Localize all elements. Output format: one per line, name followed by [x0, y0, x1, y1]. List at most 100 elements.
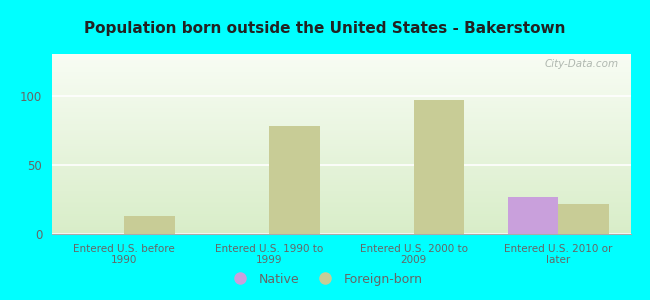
Bar [413, 100, 464, 234]
Bar [52, 175, 630, 176]
Bar [52, 169, 630, 171]
Bar [52, 220, 630, 221]
Bar [52, 167, 630, 169]
Bar [52, 162, 630, 164]
Bar [52, 113, 630, 115]
Bar [52, 58, 630, 59]
Bar [52, 94, 630, 95]
Bar [52, 97, 630, 99]
Bar [52, 187, 630, 189]
Bar [52, 158, 630, 160]
Bar [52, 128, 630, 130]
Bar [52, 180, 630, 182]
Bar [269, 126, 320, 234]
Bar [52, 155, 630, 157]
Bar [52, 70, 630, 72]
Bar [52, 115, 630, 117]
Bar [52, 68, 630, 70]
Bar [52, 90, 630, 92]
Bar [52, 99, 630, 101]
Bar [52, 223, 630, 225]
Bar [52, 124, 630, 126]
Bar [52, 196, 630, 198]
Bar [52, 77, 630, 79]
Bar [52, 157, 630, 158]
Bar [52, 171, 630, 173]
Bar [52, 230, 630, 232]
Bar [52, 202, 630, 203]
Bar [52, 117, 630, 119]
Bar [52, 79, 630, 81]
Bar [508, 196, 558, 234]
Bar [52, 54, 630, 56]
Bar [52, 133, 630, 135]
Bar [52, 212, 630, 214]
Bar [52, 151, 630, 153]
Bar [52, 122, 630, 124]
Bar [52, 130, 630, 131]
Bar [52, 189, 630, 191]
Bar [52, 149, 630, 151]
Bar [52, 205, 630, 207]
Bar [52, 193, 630, 194]
Bar [52, 225, 630, 227]
Bar [52, 119, 630, 121]
Bar [52, 81, 630, 83]
Bar [52, 148, 630, 149]
Bar [52, 103, 630, 104]
Bar [52, 74, 630, 76]
Bar [52, 65, 630, 67]
Bar [52, 139, 630, 140]
Bar [52, 110, 630, 112]
Bar [52, 218, 630, 220]
Bar [52, 86, 630, 88]
Text: Population born outside the United States - Bakerstown: Population born outside the United State… [84, 21, 566, 36]
Bar [52, 184, 630, 185]
Bar [52, 200, 630, 202]
Bar [52, 85, 630, 86]
Bar [52, 135, 630, 137]
Bar [52, 185, 630, 187]
Bar [52, 182, 630, 184]
Bar [52, 211, 630, 212]
Bar [52, 76, 630, 77]
Bar [52, 176, 630, 178]
Text: City-Data.com: City-Data.com [545, 59, 619, 69]
Bar [52, 88, 630, 90]
Bar [52, 198, 630, 200]
Bar [52, 104, 630, 106]
Bar [52, 207, 630, 209]
Bar [52, 144, 630, 146]
Bar [52, 178, 630, 180]
Bar [52, 216, 630, 218]
Bar [52, 72, 630, 74]
Bar [52, 164, 630, 166]
Bar [52, 209, 630, 211]
Bar [52, 166, 630, 167]
Bar [52, 56, 630, 58]
Bar [124, 216, 175, 234]
Bar [52, 142, 630, 144]
Bar [52, 229, 630, 230]
Bar [52, 191, 630, 193]
Bar [52, 83, 630, 85]
Bar [52, 221, 630, 223]
Bar [52, 95, 630, 97]
Bar [558, 203, 609, 234]
Bar [52, 131, 630, 133]
Bar [52, 92, 630, 94]
Bar [52, 173, 630, 175]
Bar [52, 203, 630, 205]
Bar [52, 121, 630, 122]
Bar [52, 108, 630, 110]
Bar [52, 67, 630, 68]
Bar [52, 126, 630, 128]
Bar [52, 137, 630, 139]
Bar [52, 106, 630, 108]
Bar [52, 194, 630, 196]
Bar [52, 227, 630, 229]
Bar [52, 112, 630, 113]
Bar [52, 160, 630, 162]
Bar [52, 63, 630, 65]
Bar [52, 146, 630, 148]
